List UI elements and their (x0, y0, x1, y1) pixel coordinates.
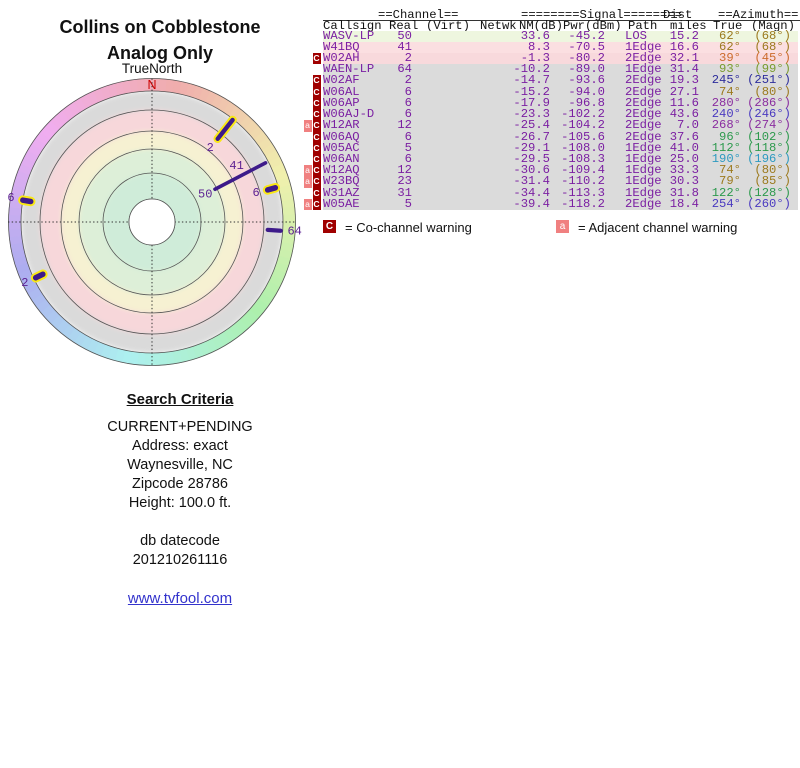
svg-text:6: 6 (252, 186, 259, 200)
svg-text:TrueNorth: TrueNorth (122, 61, 182, 76)
svg-text:50: 50 (198, 187, 212, 201)
svg-text:N: N (147, 78, 156, 92)
svg-text:2: 2 (207, 141, 214, 155)
svg-text:64: 64 (287, 225, 301, 239)
svg-text:6: 6 (7, 191, 14, 205)
svg-text:41: 41 (229, 159, 243, 173)
svg-text:2: 2 (21, 276, 28, 290)
